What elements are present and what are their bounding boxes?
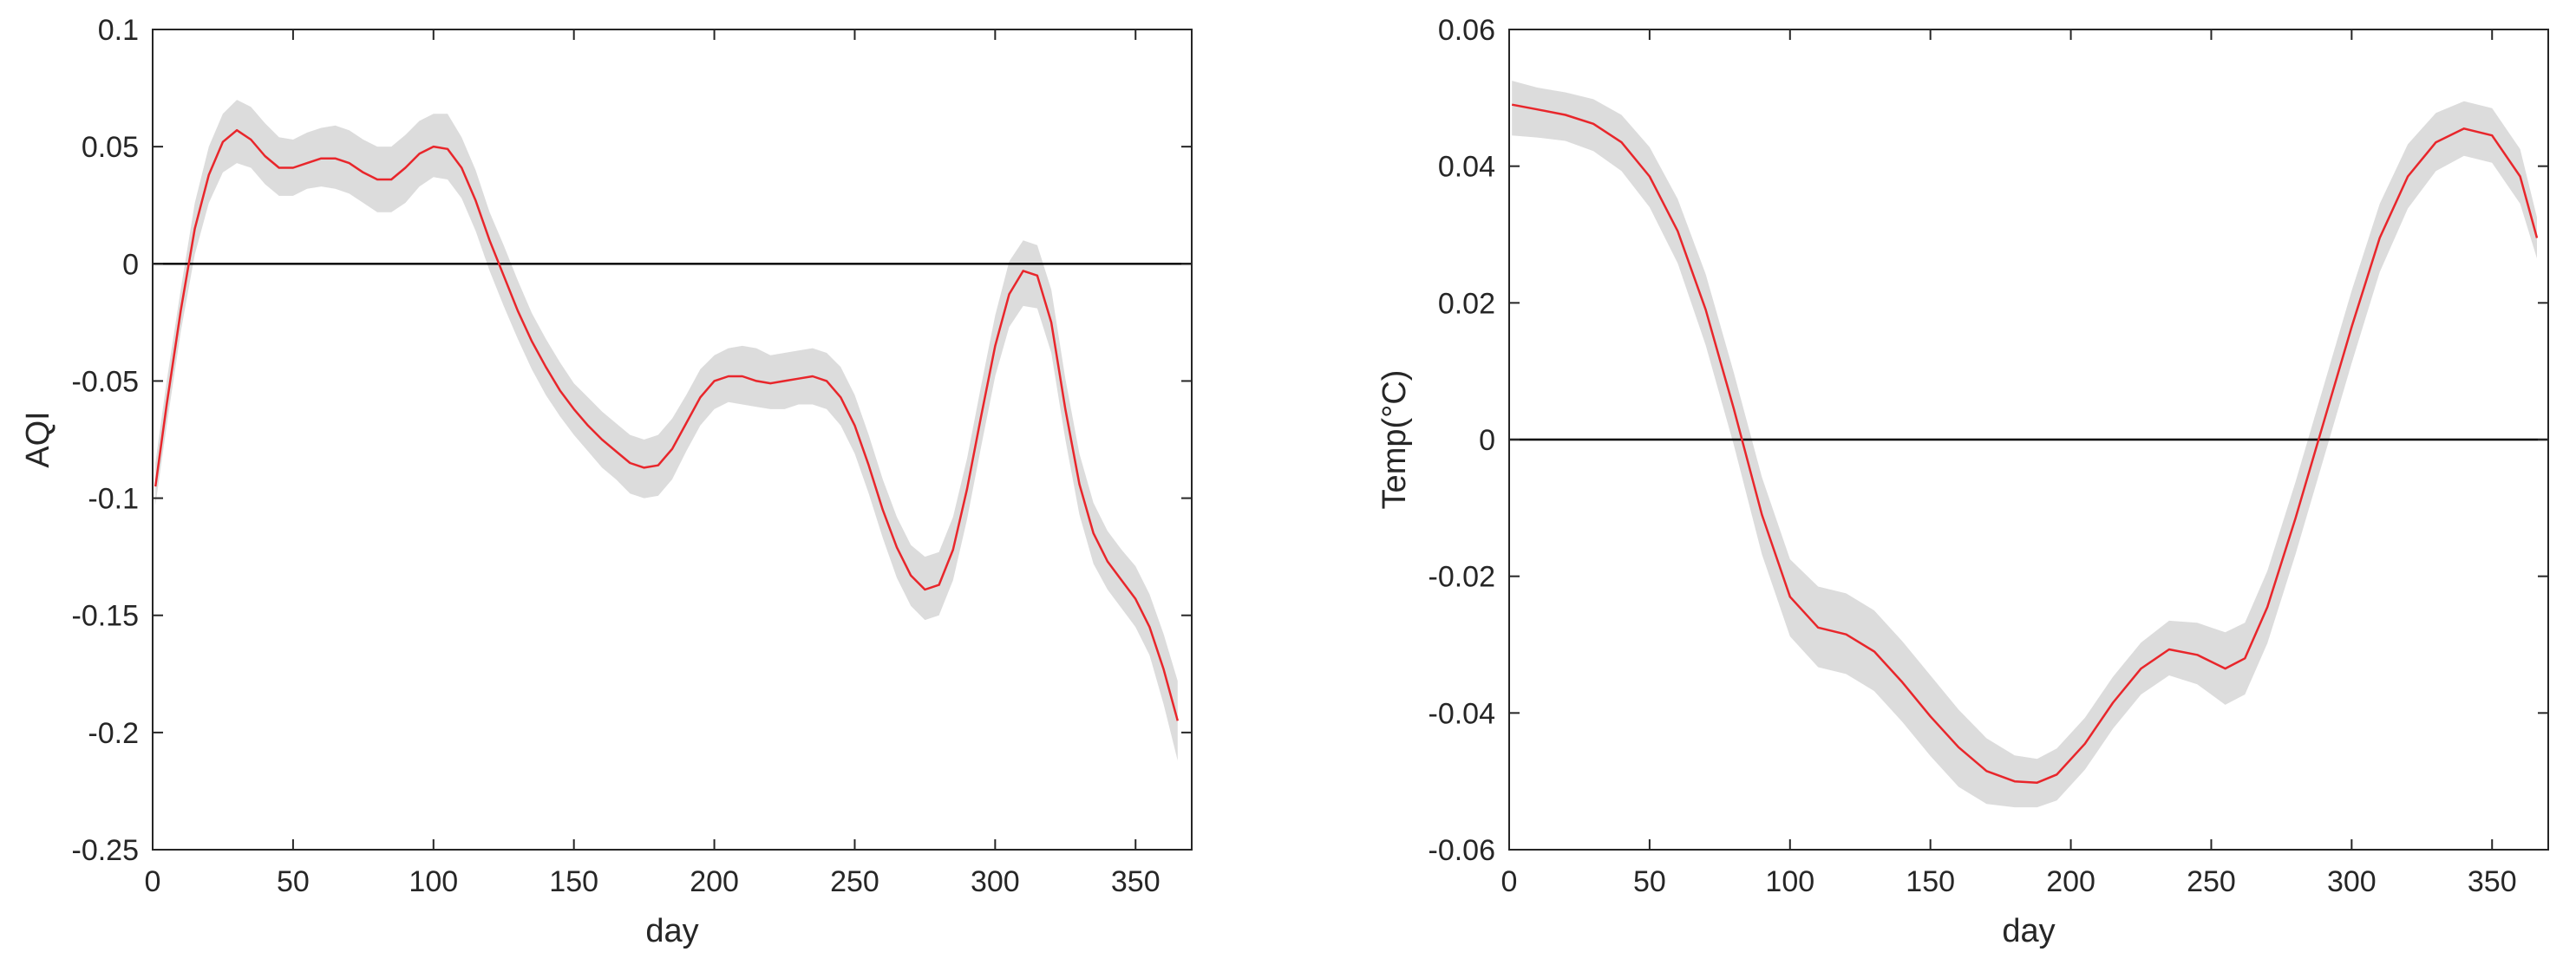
chart-temperature: 0 50 100 150 200 250 300 350 0.06 0.04 0.02 0 -0.02 -… xyxy=(1376,14,2549,949)
chart2-y-tick-label: 0.04 xyxy=(1438,151,1495,184)
chart1-x-tick-label: 50 xyxy=(277,865,310,898)
chart1-y-tick-label: 0.05 xyxy=(82,131,139,164)
chart2-y-tick-label: -0.06 xyxy=(1429,834,1496,867)
chart1-y-tick-label: -0.05 xyxy=(72,365,140,398)
chart2-x-axis-label: day xyxy=(2002,913,2055,949)
chart1-confidence-band xyxy=(155,100,1178,761)
chart1-x-tick-label: 350 xyxy=(1111,865,1161,898)
chart-aqi: 0 50 100 150 200 250 300 350 0.1 0.05 0 -0.05 -0.1 -0… xyxy=(20,14,1193,949)
chart1-x-tick-label: 250 xyxy=(830,865,879,898)
chart1-y-tick-label: 0 xyxy=(122,248,139,281)
chart2-y-tick-label: 0.02 xyxy=(1438,287,1495,320)
chart2-y-tick-label: -0.02 xyxy=(1429,561,1496,594)
chart1-x-tick-label: 200 xyxy=(690,865,739,898)
chart2-x-tick-label: 350 xyxy=(2468,865,2517,898)
chart1-y-tick-label: -0.25 xyxy=(72,834,140,867)
chart2-x-tick-label: 250 xyxy=(2187,865,2236,898)
chart2-x-tick-label: 200 xyxy=(2046,865,2095,898)
chart1-x-tick-label: 100 xyxy=(409,865,458,898)
chart1-y-axis-label: AQI xyxy=(20,411,56,467)
chart2-y-tick-label: 0.06 xyxy=(1438,14,1495,47)
chart1-x-tick-label: 150 xyxy=(549,865,598,898)
chart1-y-tick-label: -0.1 xyxy=(88,483,139,516)
chart2-confidence-band xyxy=(1512,81,2537,808)
chart2-y-tick-label: -0.04 xyxy=(1429,697,1496,730)
chart1-x-axis-label: day xyxy=(645,913,698,949)
chart2-x-tick-label: 0 xyxy=(1501,865,1518,898)
chart2-series-line xyxy=(1511,103,2539,784)
chart2-x-tick-label: 150 xyxy=(1906,865,1955,898)
chart1-series-line xyxy=(154,128,1180,721)
chart1-y-tick-label: 0.1 xyxy=(98,14,139,47)
chart1-x-tick-label: 0 xyxy=(145,865,161,898)
chart1-y-tick-label: -0.2 xyxy=(88,717,139,750)
chart1-y-tick-label: -0.15 xyxy=(72,600,140,633)
chart1-x-tick-label: 300 xyxy=(971,865,1020,898)
chart2-y-tick-label: 0 xyxy=(1479,424,1495,457)
chart1-plot-frame xyxy=(152,29,1193,851)
chart2-x-tick-label: 100 xyxy=(1765,865,1814,898)
chart2-x-tick-label: 300 xyxy=(2327,865,2377,898)
chart2-x-tick-label: 50 xyxy=(1633,865,1666,898)
chart2-y-axis-label: Temp(°C) xyxy=(1376,370,1413,510)
